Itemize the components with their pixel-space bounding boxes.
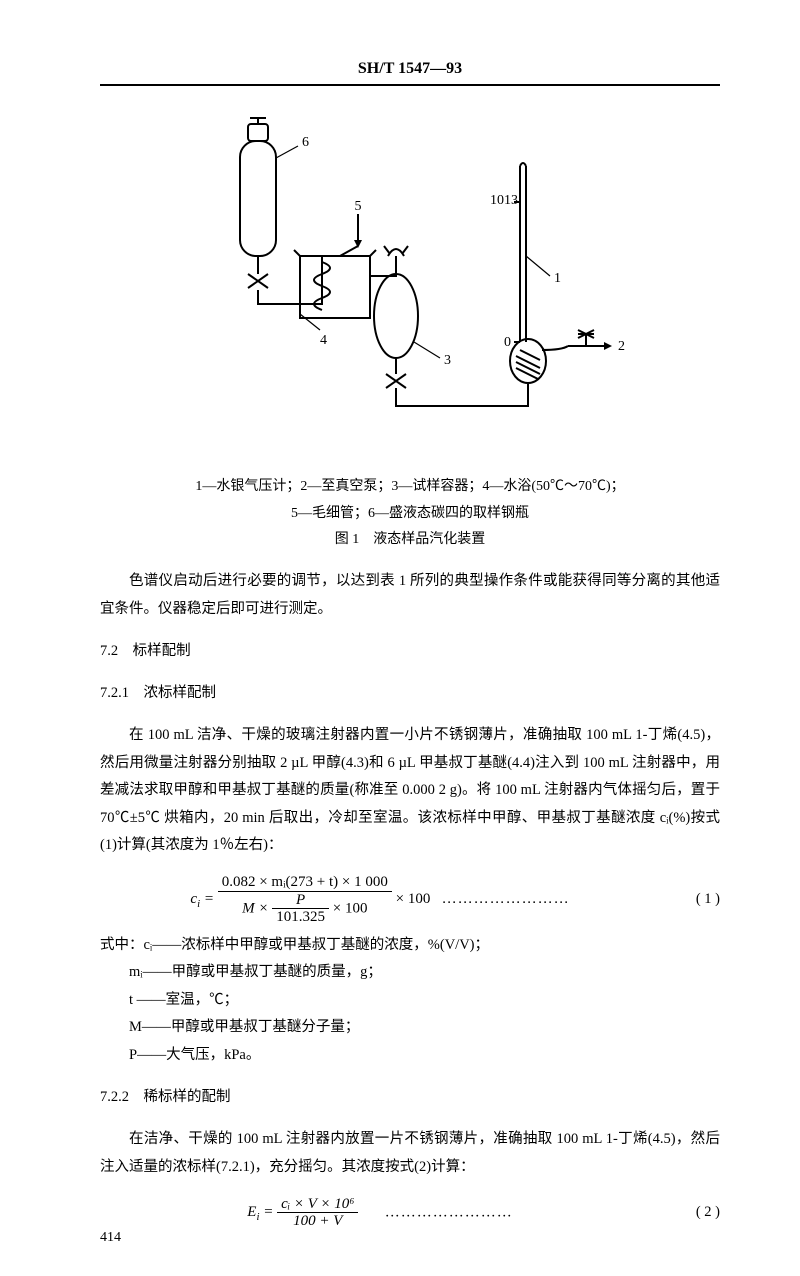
def-ci: cᵢ——浓标样中甲醇或甲基叔丁基醚的浓度，%(V/V)； (144, 937, 490, 953)
para-intro: 色谱仪启动后进行必要的调节，以达到表 1 所列的典型操作条件或能获得同等分离的其… (100, 568, 720, 623)
equation-1: ci = 0.082 × mᵢ(273 + t) × 1 000 M × P 1… (100, 874, 720, 926)
para-7-2-2: 在洁净、干燥的 100 mL 注射器内放置一片不锈钢薄片，准确抽取 100 mL… (100, 1126, 720, 1181)
label-4: 4 (320, 333, 327, 348)
sec-7-2: 7.2 标样配制 (100, 638, 720, 666)
eq1-den-101: 101.325 (272, 909, 329, 926)
def-P: P——大气压，kPa。 (100, 1042, 720, 1070)
eq1-den-left: M × (242, 900, 268, 916)
para-7-2-1: 在 100 mL 洁净、干燥的玻璃注射器内置一小片不锈钢薄片，准确抽取 100 … (100, 722, 720, 860)
sec-7-2-1: 7.2.1 浓标样配制 (100, 680, 720, 708)
eq1-tail: × 100 (396, 891, 431, 907)
eq1-lhs: ci = (190, 891, 217, 907)
eq1-num: 0.082 × mᵢ(273 + t) × 1 000 (218, 874, 392, 892)
figure-caption-title: 图 1 液态样品汽化装置 (100, 527, 720, 554)
standard-code: SH/T 1547—93 (100, 60, 720, 78)
label-0: 0 (504, 335, 511, 350)
apparatus-diagram: 6 5 1013 1 2 0 3 4 (190, 106, 630, 466)
def-mi: mᵢ——甲醇或甲基叔丁基醚的质量，g； (100, 959, 720, 987)
label-5: 5 (355, 199, 362, 214)
label-6: 6 (302, 135, 309, 150)
label-2: 2 (618, 339, 625, 354)
eq2-dots: …………………… (385, 1204, 513, 1220)
eq1-den-P: P (272, 892, 329, 910)
sec-7-2-2: 7.2.2 稀标样的配制 (100, 1084, 720, 1112)
figure-legend-line2: 5—毛细管；6—盛液态碳四的取样钢瓶 (100, 501, 720, 528)
eq2-num: cᵢ × V × 10⁶ (277, 1196, 358, 1214)
eq2-number: ( 2 ) (660, 1199, 720, 1227)
eq1-number: ( 1 ) (660, 886, 720, 914)
equation-2: Ei = cᵢ × V × 10⁶ 100 + V …………………… ( 2 ) (100, 1196, 720, 1230)
eq2-den: 100 + V (277, 1213, 358, 1230)
label-3: 3 (444, 353, 451, 368)
header-divider (100, 84, 720, 86)
page-number: 414 (100, 1230, 121, 1246)
eq1-dots: …………………… (442, 891, 570, 907)
definitions-block: 式中：cᵢ——浓标样中甲醇或甲基叔丁基醚的浓度，%(V/V)； mᵢ——甲醇或甲… (100, 932, 720, 1070)
label-1013: 1013 (490, 193, 518, 208)
label-1: 1 (554, 271, 561, 286)
eq2-lhs: Ei = (247, 1204, 277, 1220)
def-M: M——甲醇或甲基叔丁基醚分子量； (100, 1014, 720, 1042)
def-t: t ——室温，℃； (100, 987, 720, 1015)
figure-1: 6 5 1013 1 2 0 3 4 1—水银气压计；2—至真空泵；3—试样容器… (100, 106, 720, 554)
defs-prefix: 式中： (100, 937, 144, 953)
figure-legend-line1: 1—水银气压计；2—至真空泵；3—试样容器；4—水浴(50℃～70℃)； (100, 474, 720, 501)
eq1-den-right: × 100 (333, 900, 368, 916)
